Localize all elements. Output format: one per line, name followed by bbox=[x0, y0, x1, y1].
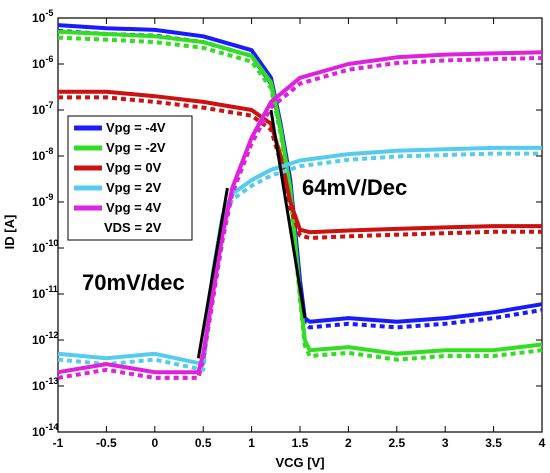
series-line-solid bbox=[57, 50, 543, 375]
series-line-solid bbox=[58, 89, 542, 235]
y-tick-label: 10-9 bbox=[32, 192, 53, 209]
legend: Vpg = -4V Vpg = -2V Vpg = 0V Vpg = 2V Vpg = … bbox=[67, 115, 193, 241]
y-tick-label: 10-5 bbox=[32, 8, 53, 25]
x-tick-label: 4 bbox=[539, 436, 546, 450]
subthreshold-fit-line bbox=[269, 109, 307, 319]
x-tick-label: 2.5 bbox=[388, 436, 405, 450]
x-tick-label: 0.5 bbox=[195, 436, 212, 450]
series-line-solid bbox=[57, 145, 542, 367]
series-line-dashed bbox=[57, 35, 543, 362]
legend-label: Vpg = -2V bbox=[106, 140, 166, 155]
series-line-dashed bbox=[57, 151, 542, 372]
x-tick-label: -0.5 bbox=[96, 436, 117, 450]
y-tick-label: 10-13 bbox=[32, 376, 58, 393]
y-axis-ticks: 10-5 10-6 10-7 10-8 10-9 10-10 10-11 10-12 10-13… bbox=[32, 8, 542, 439]
annotation-64mv: 64mV/Dec bbox=[302, 175, 407, 200]
x-axis-label: VCG [V] bbox=[275, 455, 324, 470]
series-line-dashed bbox=[58, 95, 542, 240]
x-tick-label: 0 bbox=[151, 436, 158, 450]
fit-lines bbox=[196, 109, 307, 359]
y-axis-label: ID [A] bbox=[2, 215, 17, 250]
legend-label: Vpg = -4V bbox=[106, 120, 166, 135]
y-tick-label: 10-12 bbox=[32, 330, 58, 347]
legend-items: Vpg = -4V Vpg = -2V Vpg = 0V Vpg = 2V Vpg = … bbox=[74, 120, 166, 215]
x-tick-label: 1 bbox=[248, 436, 255, 450]
legend-label: Vpg = 0V bbox=[106, 160, 162, 175]
y-tick-label: 10-11 bbox=[32, 284, 58, 301]
annotation-70mv: 70mV/dec bbox=[82, 270, 185, 295]
y-tick-label: 10-8 bbox=[32, 146, 53, 163]
x-tick-label: 3 bbox=[442, 436, 449, 450]
x-tick-label: 2 bbox=[345, 436, 352, 450]
legend-label: Vpg = 2V bbox=[106, 180, 162, 195]
series-layer bbox=[57, 23, 543, 380]
x-tick-label: 3.5 bbox=[485, 436, 502, 450]
legend-label: Vpg = 4V bbox=[106, 200, 162, 215]
y-tick-label: 10-7 bbox=[32, 100, 53, 117]
series-line-solid bbox=[57, 29, 543, 356]
series-line-dashed bbox=[57, 56, 543, 380]
subthreshold-fit-line bbox=[196, 187, 229, 359]
x-tick-label: -1 bbox=[53, 436, 64, 450]
x-axis-ticks: -1 -0.5 0 0.5 1 1.5 2 2.5 3 3.5 4 bbox=[53, 18, 546, 450]
y-tick-label: 10-14 bbox=[32, 422, 58, 439]
legend-vds-note: VDS = 2V bbox=[104, 220, 162, 235]
y-tick-label: 10-6 bbox=[32, 54, 53, 71]
x-tick-label: 1.5 bbox=[292, 436, 309, 450]
y-tick-label: 10-10 bbox=[32, 238, 58, 255]
legend-box bbox=[67, 115, 193, 241]
